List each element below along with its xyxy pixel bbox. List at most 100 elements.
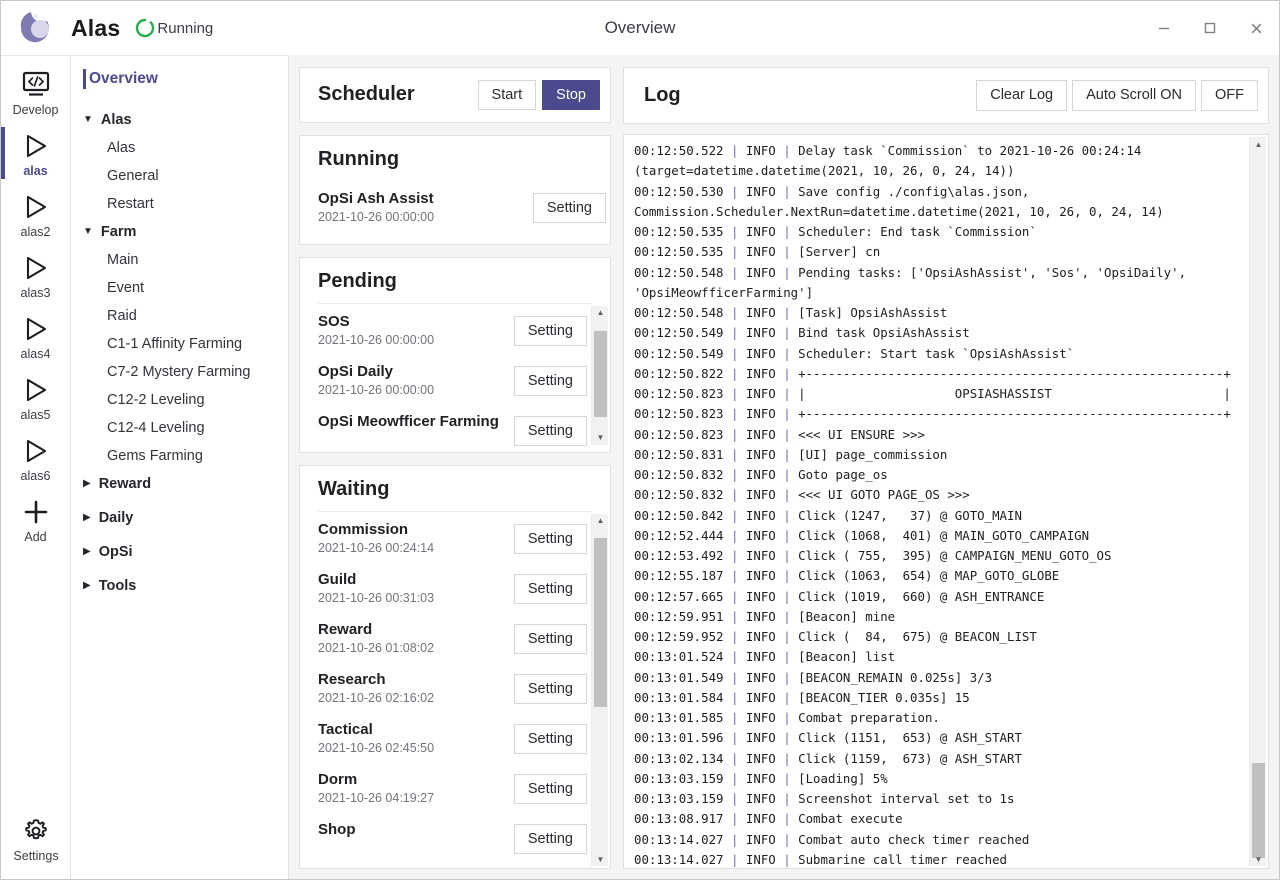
- scrollbar-thumb[interactable]: [594, 330, 607, 418]
- sidebar-item-alas5[interactable]: alas5: [1, 369, 71, 426]
- setting-button[interactable]: Setting: [513, 623, 587, 655]
- log-line: 00:12:59.951 | INFO | [Beacon] mine: [634, 608, 896, 624]
- log-scrollbar[interactable]: ▲ ▼: [1249, 137, 1266, 866]
- task-info: OpSi Ash Assist 2021-10-26 00:00:00: [318, 189, 533, 224]
- log-line: 00:12:50.823 | INFO | | OPSIASHASSIST |: [634, 386, 1231, 401]
- nav-item-c1-1-affinity-farming[interactable]: C1-1 Affinity Farming: [107, 336, 243, 352]
- nav-group-reward[interactable]: ▶ Reward: [71, 470, 288, 498]
- task-name: Commission: [318, 520, 409, 538]
- setting-button[interactable]: Setting: [513, 415, 587, 447]
- setting-button[interactable]: Setting: [513, 523, 587, 555]
- sidebar-item-label: alas6: [20, 469, 51, 483]
- sidebar-item-add[interactable]: Add: [1, 491, 71, 548]
- log-line: 00:13:14.027 | INFO | Combat auto check …: [634, 831, 1030, 847]
- divider: [318, 510, 592, 512]
- task-name: Dorm: [318, 770, 358, 788]
- sidebar-item-develop[interactable]: Develop: [1, 64, 71, 121]
- nav-group-daily[interactable]: ▶ Daily: [71, 504, 288, 532]
- scroll-up-icon[interactable]: ▲: [596, 516, 605, 526]
- minimize-icon[interactable]: [1141, 1, 1187, 55]
- log-line: 00:13:03.159 | INFO | [Loading] 5%: [634, 770, 888, 786]
- task-name: Shop: [318, 820, 356, 838]
- setting-button[interactable]: Setting: [513, 573, 587, 605]
- nav-item-alas[interactable]: Alas: [107, 140, 136, 156]
- setting-button[interactable]: Setting: [532, 192, 606, 224]
- task-name: OpSi Daily: [318, 362, 394, 380]
- task-name: Research: [318, 670, 386, 688]
- log-line: 00:12:50.822 | INFO | +-----------------…: [634, 365, 1231, 381]
- running-card: Running OpSi Ash Assist 2021-10-26 00:00:…: [299, 134, 611, 245]
- scroll-up-icon[interactable]: ▲: [1254, 139, 1263, 149]
- sidebar-item-label: Settings: [13, 849, 59, 863]
- sidebar-item-settings[interactable]: Settings: [1, 810, 71, 867]
- close-icon[interactable]: [1233, 1, 1279, 55]
- log-column: Log Clear Log Auto Scroll ON OFF 00:12:5…: [623, 67, 1269, 869]
- setting-button[interactable]: Setting: [513, 365, 587, 397]
- sidebar-item-alas[interactable]: alas: [0, 125, 71, 182]
- waiting-scrollbar[interactable]: ▲ ▼: [591, 513, 608, 866]
- start-button[interactable]: Start: [477, 79, 537, 111]
- log-line: 00:13:01.524 | INFO | [Beacon] list: [634, 649, 896, 665]
- nav-item-general[interactable]: General: [107, 168, 159, 184]
- nav-item-main[interactable]: Main: [107, 252, 139, 268]
- nav-item-event[interactable]: Event: [107, 280, 145, 296]
- nav-group-opsi[interactable]: ▶ OpSi: [71, 538, 288, 566]
- nav-item-c12-2-leveling[interactable]: C12-2 Leveling: [107, 392, 205, 408]
- task-next-run: 2021-10-26 00:00:00: [318, 210, 435, 225]
- sidebar-item-alas6[interactable]: alas6: [1, 430, 71, 487]
- setting-button[interactable]: Setting: [513, 315, 587, 347]
- scrollbar-thumb[interactable]: [1252, 763, 1265, 859]
- pending-task-list: SOS 2021-10-26 00:00:00 Setting OpSi Daily 2…: [300, 304, 591, 447]
- nav-group-alas[interactable]: ▼ Alas: [71, 106, 288, 134]
- task-row: OpSi Ash Assist 2021-10-26 00:00:00 Settin…: [318, 189, 606, 239]
- setting-button[interactable]: Setting: [513, 723, 587, 755]
- log-line: 00:13:01.584 | INFO | [BEACON_TIER 0.035…: [634, 689, 970, 705]
- setting-button[interactable]: Setting: [513, 823, 587, 855]
- log-line: 00:12:50.530 | INFO | Save config ./conf…: [634, 183, 1164, 219]
- run-status: Running: [134, 17, 213, 39]
- nav-group-farm[interactable]: ▼ Farm: [71, 218, 288, 246]
- nav-item-restart[interactable]: Restart: [107, 196, 154, 212]
- maximize-icon[interactable]: [1187, 1, 1233, 55]
- pending-scrollbar[interactable]: ▲ ▼: [591, 305, 608, 445]
- play-triangle-icon: [21, 251, 51, 285]
- clear-log-button[interactable]: Clear Log: [976, 80, 1068, 111]
- scrollbar-thumb[interactable]: [594, 538, 607, 708]
- scroll-down-icon[interactable]: ▼: [596, 433, 605, 443]
- spacer: [71, 600, 288, 606]
- auto-scroll-on-button[interactable]: Auto Scroll ON: [1072, 80, 1196, 111]
- log-line: 00:12:50.548 | INFO | [Task] OpsiAshAssi…: [634, 305, 948, 320]
- scroll-down-icon[interactable]: ▼: [596, 854, 605, 864]
- task-next-run: 2021-10-26 02:45:50: [318, 741, 435, 756]
- running-title: Running: [318, 147, 400, 170]
- task-row: Guild 2021-10-26 00:31:03 Setting: [318, 570, 587, 620]
- log-line: 00:12:50.842 | INFO | Click (1247, 37) @…: [634, 507, 1022, 523]
- log-line: 00:12:53.492 | INFO | Click ( 755, 395) …: [634, 548, 1112, 563]
- task-info: OpSi Daily 2021-10-26 00:00:00: [318, 362, 514, 397]
- setting-button[interactable]: Setting: [513, 673, 587, 705]
- sidebar-item-alas4[interactable]: alas4: [1, 308, 71, 365]
- auto-scroll-off-button[interactable]: OFF: [1201, 80, 1258, 111]
- log-output[interactable]: 00:12:50.522 | INFO | Delay task `Commis…: [624, 135, 1249, 868]
- scroll-down-icon[interactable]: ▼: [1254, 854, 1263, 864]
- sidebar-item-alas2[interactable]: alas2: [1, 186, 71, 243]
- alas-moon-logo-icon: [20, 12, 49, 43]
- log-title: Log: [644, 84, 681, 106]
- run-status-label: Running: [157, 19, 214, 37]
- app-name: Alas: [71, 14, 121, 41]
- sidebar-item-label: Develop: [12, 103, 59, 117]
- nav-item-c12-4-leveling[interactable]: C12-4 Leveling: [107, 420, 205, 436]
- log-line: 00:12:50.832 | INFO | <<< UI GOTO PAGE_O…: [634, 487, 970, 503]
- nav-item-gems-farming[interactable]: Gems Farming: [107, 448, 203, 464]
- nav-item-c7-2-mystery-farming[interactable]: C7-2 Mystery Farming: [107, 364, 251, 380]
- nav-item-raid[interactable]: Raid: [107, 308, 137, 324]
- nav-item-overview[interactable]: Overview: [71, 64, 288, 94]
- task-next-run: 2021-10-26 01:08:02: [318, 641, 435, 656]
- waiting-title: Waiting: [318, 477, 390, 500]
- play-triangle-icon: [21, 312, 51, 346]
- setting-button[interactable]: Setting: [513, 773, 587, 805]
- stop-button[interactable]: Stop: [542, 79, 600, 111]
- sidebar-item-alas3[interactable]: alas3: [1, 247, 71, 304]
- nav-group-tools[interactable]: ▶ Tools: [71, 572, 288, 600]
- scroll-up-icon[interactable]: ▲: [596, 308, 605, 318]
